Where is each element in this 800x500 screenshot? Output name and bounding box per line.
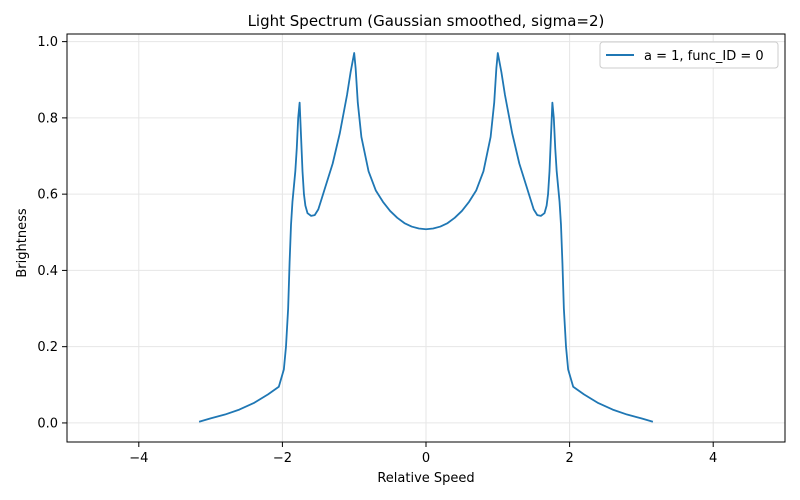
y-tick-label: 0.4 <box>37 264 58 279</box>
x-tick-label: −4 <box>129 451 148 466</box>
y-tick-label: 0.0 <box>37 416 58 431</box>
chart-title: Light Spectrum (Gaussian smoothed, sigma… <box>248 12 605 30</box>
series-layer <box>198 52 654 423</box>
x-tick-label: 2 <box>565 451 573 466</box>
grid-lines <box>67 34 785 442</box>
legend-box <box>599 41 779 69</box>
y-axis-ticks: 0.0 0.2 0.4 0.6 0.8 1.0 <box>37 35 67 431</box>
legend-label: a = 1, func_ID = 0 <box>644 49 764 64</box>
x-tick-label: −2 <box>273 451 292 466</box>
series-line <box>198 52 654 423</box>
y-tick-label: 1.0 <box>37 35 58 50</box>
y-tick-label: 0.8 <box>37 111 58 126</box>
x-tick-label: 4 <box>709 451 717 466</box>
legend: a = 1, func_ID = 0 <box>599 41 779 69</box>
x-axis-ticks: −4 −2 0 2 4 <box>129 442 717 466</box>
y-axis-label: Brightness <box>15 208 30 277</box>
x-tick-label: 0 <box>422 451 430 466</box>
y-tick-label: 0.2 <box>37 340 58 355</box>
y-tick-label: 0.6 <box>37 188 58 203</box>
x-axis-label: Relative Speed <box>377 471 474 486</box>
